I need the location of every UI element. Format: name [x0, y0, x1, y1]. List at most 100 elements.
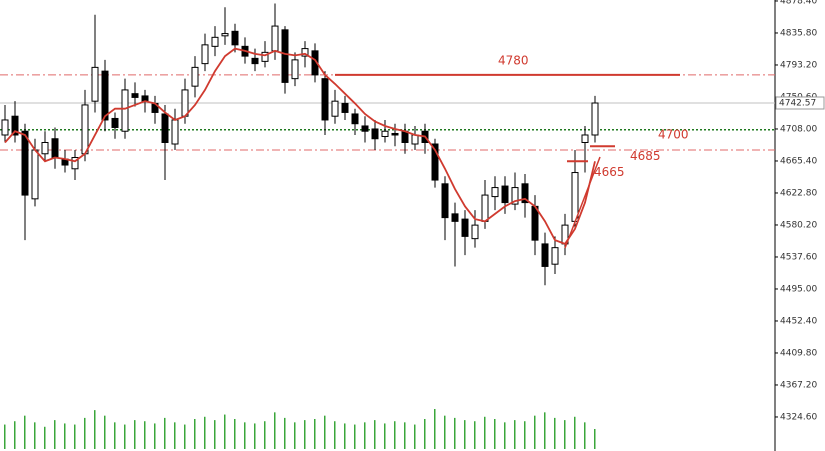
- volume-bar: [374, 420, 376, 449]
- volume-bar: [284, 417, 286, 449]
- volume-bar: [474, 421, 476, 449]
- volume-bar: [94, 410, 96, 449]
- volume-bar: [414, 424, 416, 449]
- volume-bar: [384, 423, 386, 449]
- moving-average: [4, 47, 596, 245]
- volume-bar: [364, 422, 366, 449]
- volume-bar: [84, 417, 86, 449]
- candle-body: [461, 218, 469, 237]
- candle-body: [231, 30, 239, 46]
- volume-bar: [304, 420, 306, 449]
- volume-bar: [344, 423, 346, 449]
- candle-body: [81, 104, 89, 155]
- candle-body: [501, 185, 509, 204]
- volume-bar: [524, 421, 526, 449]
- candle-body: [521, 183, 529, 204]
- volume-bar: [424, 419, 426, 449]
- candle-body: [271, 25, 279, 52]
- candle-body: [71, 157, 79, 170]
- volume-bar: [574, 416, 576, 449]
- volume-bar: [314, 419, 316, 449]
- candle-body: [51, 138, 59, 159]
- volume-bar: [234, 419, 236, 449]
- y-tick-label: 4452.40: [780, 316, 817, 326]
- volume-bar: [464, 420, 466, 449]
- candle-body: [331, 100, 339, 117]
- volume-bar: [274, 412, 276, 449]
- candle-body: [91, 66, 99, 102]
- volume-bar: [444, 415, 446, 449]
- volume-bar: [514, 420, 516, 449]
- candle-body: [571, 172, 579, 222]
- level-note: 4780: [498, 53, 529, 67]
- volume-bar: [324, 415, 326, 449]
- level-note: 4700: [658, 127, 689, 141]
- volume-bar: [554, 417, 556, 449]
- volume-bar: [354, 424, 356, 449]
- candle-body: [221, 33, 229, 37]
- volume-bar: [264, 421, 266, 449]
- candle-body: [101, 70, 109, 121]
- volume-bar: [124, 424, 126, 449]
- candle-body: [301, 48, 309, 57]
- volume-bar: [174, 422, 176, 449]
- candle-body: [1, 119, 9, 136]
- candle-body: [361, 125, 369, 132]
- volume-bar: [184, 424, 186, 449]
- candle-body: [181, 89, 189, 117]
- volume-bar: [44, 426, 46, 449]
- level-note: 4665: [594, 165, 625, 179]
- volume-bar: [434, 409, 436, 449]
- current-price-box: [775, 96, 825, 110]
- candle-body: [171, 119, 179, 145]
- candle-body: [341, 102, 349, 113]
- volume-bar: [214, 420, 216, 449]
- volume-bar: [334, 421, 336, 449]
- y-tick-label: 4665.40: [780, 156, 817, 166]
- candle-body: [541, 243, 549, 267]
- candle-body: [431, 143, 439, 181]
- candle-body: [391, 132, 399, 136]
- volume-bar: [294, 422, 296, 449]
- candle-body: [41, 141, 49, 155]
- candle-body: [11, 115, 19, 136]
- y-tick-label: 4409.80: [780, 348, 817, 358]
- volume-bar: [224, 414, 226, 449]
- y-tick-label: 4708.00: [780, 124, 817, 134]
- volume-bar: [534, 415, 536, 449]
- candle-body: [351, 113, 359, 125]
- candle-body: [471, 224, 479, 240]
- volume-bar: [114, 422, 116, 449]
- volume-bar: [584, 422, 586, 449]
- y-tick-label: 4537.60: [780, 252, 817, 262]
- candle-body: [21, 130, 29, 196]
- candle-body: [531, 205, 539, 241]
- y-tick-label: 4580.20: [780, 220, 817, 230]
- candle-body: [591, 102, 599, 136]
- candle-body: [121, 89, 129, 132]
- candle-body: [581, 134, 589, 143]
- volume-bar: [484, 416, 486, 449]
- level-note: 4685: [630, 149, 661, 163]
- volume-bar: [34, 422, 36, 449]
- candle-body: [281, 29, 289, 83]
- candle-body: [201, 44, 209, 65]
- y-tick-label: 4367.20: [780, 380, 817, 390]
- y-tick-label: 4622.80: [780, 188, 817, 198]
- volume-bar: [454, 417, 456, 449]
- candle-body: [491, 187, 499, 198]
- volume-bar: [104, 415, 106, 449]
- volume-bar: [494, 419, 496, 449]
- candle-body: [441, 183, 449, 219]
- volume-bar: [54, 420, 56, 449]
- candle-body: [381, 130, 389, 137]
- y-tick-label: 4324.60: [780, 412, 817, 422]
- volume-bar: [594, 429, 596, 449]
- candle-body: [481, 194, 489, 222]
- candle-body: [321, 78, 329, 121]
- volume-bar: [64, 423, 66, 449]
- volume-bar: [154, 423, 156, 449]
- candle-body: [371, 128, 379, 140]
